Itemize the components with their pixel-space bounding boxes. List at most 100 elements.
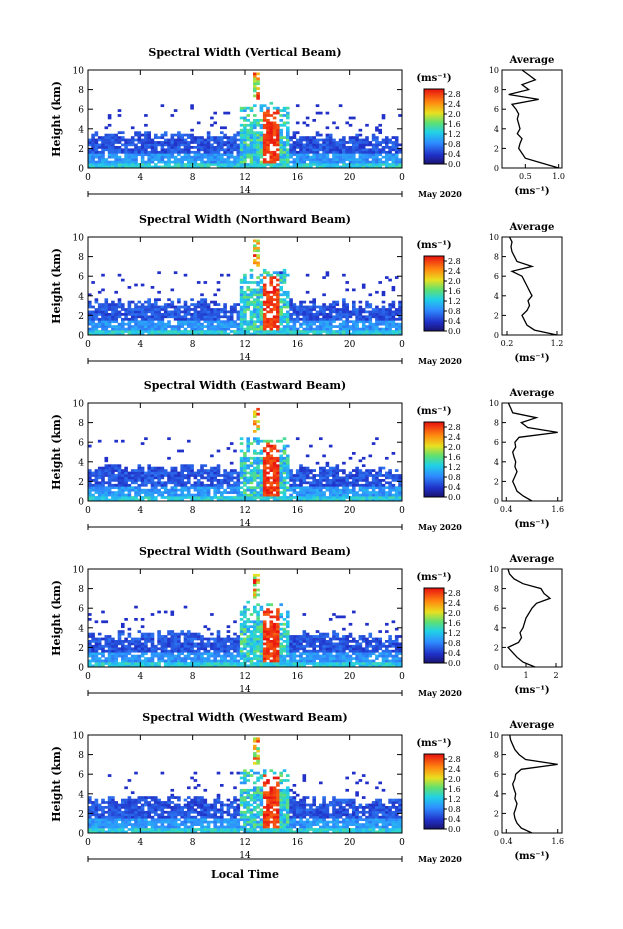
heatmap-cell <box>236 496 241 499</box>
heatmap-cell <box>302 315 307 319</box>
heatmap-cell <box>262 654 267 658</box>
heatmap-cell <box>200 305 204 309</box>
heatmap-cell <box>196 155 201 159</box>
heatmap-cell <box>226 320 231 324</box>
heatmap-cell <box>180 466 184 470</box>
heatmap-cell <box>256 412 260 416</box>
heatmap-cell <box>144 114 148 117</box>
heatmap-cell <box>124 483 128 487</box>
heatmap-cell <box>282 143 287 147</box>
heatmap-cell <box>220 310 224 314</box>
heatmap-cell <box>249 620 254 624</box>
heatmap-cell <box>345 476 349 480</box>
heatmap-cell <box>319 327 323 331</box>
heatmap-cell <box>127 642 132 646</box>
heatmap-cell <box>183 649 188 653</box>
heatmap-cell <box>157 647 161 651</box>
heatmap-cell <box>134 330 138 333</box>
heatmap-cell <box>332 160 336 164</box>
heatmap-cell <box>243 109 247 112</box>
heatmap-cell <box>213 317 217 321</box>
heatmap-cell <box>216 138 221 142</box>
heatmap-cell <box>259 165 264 169</box>
heatmap-cell <box>259 471 264 475</box>
heatmap-cell <box>104 488 109 492</box>
heatmap-cell <box>127 308 132 311</box>
heatmap-cell <box>226 640 231 643</box>
heatmap-cell <box>94 620 99 624</box>
heatmap-cell <box>114 313 118 316</box>
heatmap-cell <box>279 322 283 326</box>
heatmap-cell <box>272 143 277 147</box>
heatmap-cell <box>352 483 356 487</box>
heatmap-cell <box>312 308 316 311</box>
heatmap-cell <box>210 498 214 502</box>
heatmap-cell <box>88 496 92 499</box>
heatmap-cell <box>130 317 135 321</box>
heatmap-cell <box>246 640 250 643</box>
heatmap-cell <box>398 488 402 492</box>
heatmap-cell <box>121 320 125 324</box>
heatmap-cell <box>253 303 257 306</box>
heatmap-cell <box>200 308 204 311</box>
heatmap-cell <box>319 486 323 490</box>
heatmap-cell <box>203 496 208 499</box>
heatmap-cell <box>213 488 217 492</box>
heatmap-cell <box>282 449 287 453</box>
heatmap-cell <box>319 474 323 477</box>
heatmap-cell <box>325 464 330 468</box>
profile-y-tick-label: 0 <box>494 497 499 506</box>
heatmap-cell <box>130 649 135 653</box>
heatmap-cell <box>127 479 132 482</box>
heatmap-cell <box>114 308 118 311</box>
heatmap-cell <box>88 479 92 482</box>
heatmap-cell <box>177 488 181 492</box>
heatmap-cell <box>190 313 194 316</box>
heatmap-cell <box>190 640 194 643</box>
heatmap-cell <box>371 158 376 161</box>
heatmap-cell <box>279 315 283 319</box>
heatmap-cell <box>289 469 293 472</box>
heatmap-cell <box>91 165 95 169</box>
heatmap-cell <box>325 474 330 477</box>
heatmap-cell <box>365 483 369 487</box>
heatmap-cell <box>117 298 122 302</box>
heatmap-cell <box>127 322 132 326</box>
heatmap-cell <box>302 322 307 326</box>
heatmap-cell <box>246 332 250 336</box>
heatmap-cell <box>279 143 283 147</box>
heatmap-cell <box>256 264 260 267</box>
heatmap-cell <box>305 332 310 336</box>
heatmap-cell <box>295 104 300 108</box>
heatmap-cell <box>272 317 277 321</box>
heatmap-cell <box>239 300 244 304</box>
heatmap-cell <box>322 305 326 309</box>
heatmap-cell <box>338 138 343 142</box>
heatmap-cell <box>223 644 227 648</box>
heatmap-cell <box>272 469 277 472</box>
heatmap-cell <box>272 325 277 328</box>
heatmap-cell <box>259 305 264 309</box>
colorbar-tick-label: 1.2 <box>448 297 461 306</box>
heatmap-cell <box>160 165 165 169</box>
heatmap-cell <box>104 143 109 147</box>
heatmap-cell <box>107 133 112 137</box>
heatmap-cell <box>167 640 171 643</box>
heatmap-cell <box>114 160 118 164</box>
heatmap-cell <box>295 493 300 497</box>
heatmap-cell <box>398 481 402 485</box>
heatmap-cell <box>259 632 264 636</box>
heatmap-cell <box>378 158 382 161</box>
heatmap-cell <box>203 148 208 152</box>
heatmap-cell <box>200 654 204 658</box>
heatmap-cell <box>269 603 274 607</box>
heatmap-cell <box>269 153 274 157</box>
heatmap-cell <box>243 466 247 470</box>
heatmap-cell <box>276 305 280 309</box>
heatmap-cell <box>266 320 270 324</box>
heatmap-cell <box>200 293 204 297</box>
heatmap-cell <box>220 330 224 333</box>
colorbar-tick-label: 2.0 <box>448 277 461 286</box>
heatmap-cell <box>121 308 125 311</box>
heatmap-cell <box>206 320 211 324</box>
